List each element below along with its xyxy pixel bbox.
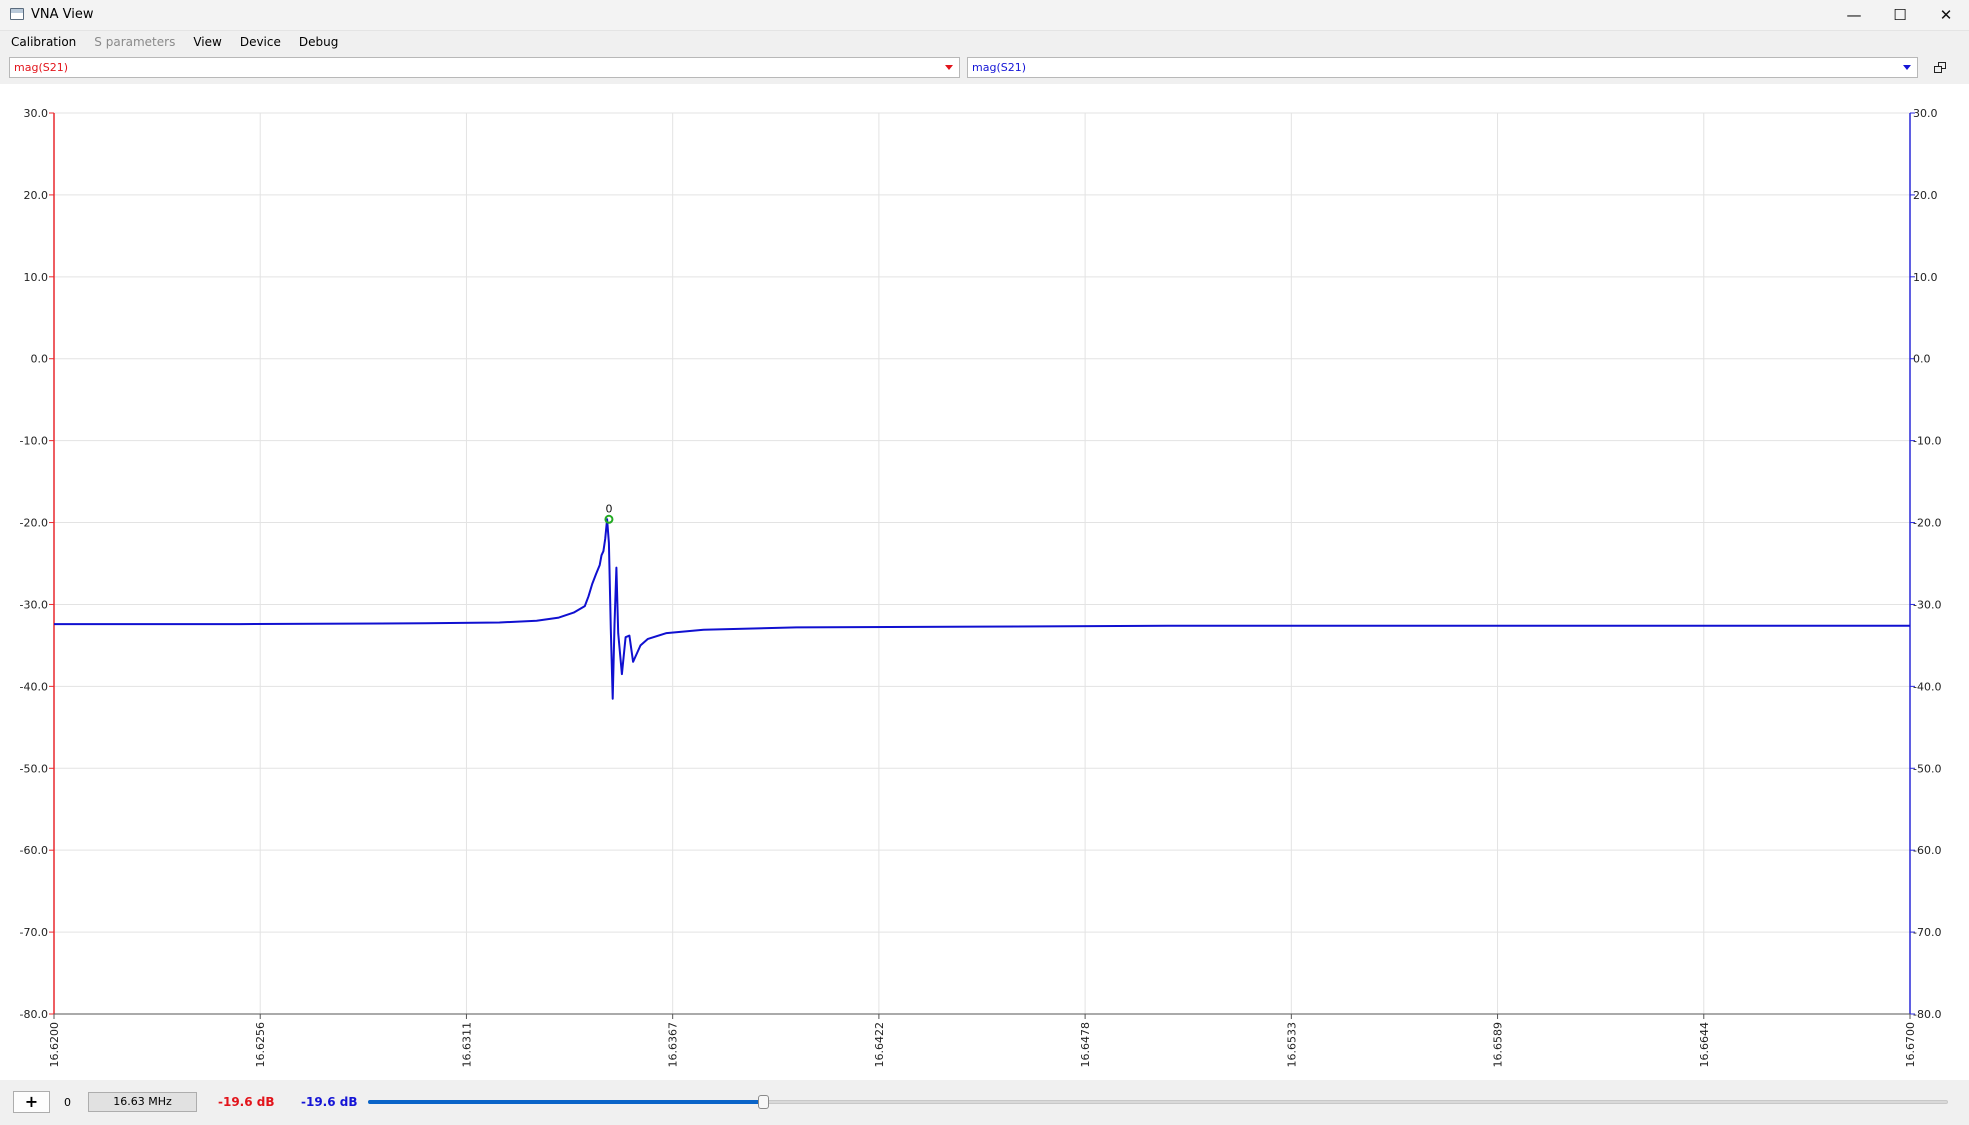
marker-slider-fill — [368, 1100, 763, 1104]
menu-debug[interactable]: Debug — [298, 35, 339, 49]
y-tick-label-left: -30.0 — [20, 598, 48, 611]
y-tick-label-right: -70.0 — [1913, 926, 1941, 939]
y-tick-label-left: -50.0 — [20, 762, 48, 775]
x-tick-label: 16.6200 — [48, 1022, 61, 1068]
left-trace-value: mag(S21) — [14, 61, 69, 74]
y-tick-label-right: 10.0 — [1913, 271, 1938, 284]
menu-device[interactable]: Device — [239, 35, 281, 49]
app-window-icon — [10, 8, 24, 20]
y-tick-label-left: -10.0 — [20, 435, 48, 448]
title-bar: VNA View — ☐ ✕ — [0, 0, 1969, 31]
trace-toolbar: mag(S21) mag(S21) — [0, 55, 1969, 83]
marker-point — [604, 514, 614, 524]
x-tick-label: 16.6644 — [1698, 1022, 1711, 1068]
window-restore-icon — [1938, 62, 1946, 69]
marker-index: 0 — [64, 1096, 71, 1109]
marker-status-bar: + 0 16.63 MHz -19.6 dB -19.6 dB — [0, 1080, 1969, 1125]
chevron-down-icon — [945, 65, 953, 70]
detach-window-button[interactable] — [1930, 58, 1950, 78]
menu-bar: Calibration S parameters View Device Deb… — [0, 31, 1969, 53]
y-tick-label-right: -30.0 — [1913, 598, 1941, 611]
x-tick-label: 16.6589 — [1492, 1022, 1505, 1068]
chevron-down-icon — [1903, 65, 1911, 70]
right-trace-value: mag(S21) — [972, 61, 1027, 74]
y-tick-label-right: -20.0 — [1913, 517, 1941, 530]
x-tick-label: 16.6700 — [1904, 1022, 1917, 1068]
minimize-button[interactable]: — — [1846, 6, 1862, 24]
s21-trace-line — [54, 518, 1910, 700]
maximize-button[interactable]: ☐ — [1893, 6, 1907, 24]
y-tick-label-right: 30.0 — [1913, 107, 1938, 120]
y-tick-label-left: 0.0 — [31, 353, 49, 366]
x-tick-label: 16.6256 — [254, 1022, 267, 1068]
y-tick-label-right: -50.0 — [1913, 762, 1941, 775]
marker-value-right: -19.6 dB — [301, 1095, 358, 1109]
close-button[interactable]: ✕ — [1939, 6, 1953, 24]
x-tick-label: 16.6478 — [1079, 1022, 1092, 1068]
s21-magnitude-chart[interactable]: 30.0 30.0 20.0 20.0 10.0 10.0 0.0 0.0 -10.0 -10.0… — [0, 84, 1969, 1080]
x-tick-label: 16.6533 — [1285, 1022, 1298, 1068]
marker-slider-handle[interactable] — [758, 1095, 769, 1109]
y-tick-label-right: -60.0 — [1913, 844, 1941, 857]
plot-area[interactable]: 30.0 30.0 20.0 20.0 10.0 10.0 0.0 0.0 -10.0 -10.0… — [0, 84, 1969, 1080]
y-tick-label-left: 20.0 — [24, 189, 49, 202]
window-title: VNA View — [31, 7, 94, 22]
x-tick-label: 16.6367 — [667, 1022, 680, 1068]
marker-value-left: -19.6 dB — [218, 1095, 275, 1109]
marker-frequency-field[interactable]: 16.63 MHz — [88, 1092, 197, 1112]
y-tick-label-right: 20.0 — [1913, 189, 1938, 202]
y-tick-label-left: -60.0 — [20, 844, 48, 857]
add-marker-button[interactable]: + — [13, 1091, 50, 1113]
marker-label: 0 — [605, 502, 612, 515]
menu-s-parameters[interactable]: S parameters — [94, 35, 176, 49]
menu-view[interactable]: View — [193, 35, 222, 49]
y-tick-label-left: -40.0 — [20, 680, 48, 693]
y-tick-label-right: -80.0 — [1913, 1008, 1941, 1021]
right-trace-select[interactable]: mag(S21) — [967, 57, 1918, 78]
y-tick-label-left: -70.0 — [20, 926, 48, 939]
y-tick-label-right: 0.0 — [1913, 353, 1931, 366]
x-tick-label: 16.6422 — [873, 1022, 886, 1068]
y-tick-label-right: -10.0 — [1913, 435, 1941, 448]
y-tick-label-left: -80.0 — [20, 1008, 48, 1021]
y-tick-label-left: -20.0 — [20, 517, 48, 530]
left-trace-select[interactable]: mag(S21) — [9, 57, 960, 78]
y-tick-label-right: -40.0 — [1913, 680, 1941, 693]
y-tick-label-left: 10.0 — [24, 271, 49, 284]
x-tick-label: 16.6311 — [460, 1022, 473, 1068]
y-tick-label-left: 30.0 — [24, 107, 49, 120]
menu-calibration[interactable]: Calibration — [11, 35, 77, 49]
